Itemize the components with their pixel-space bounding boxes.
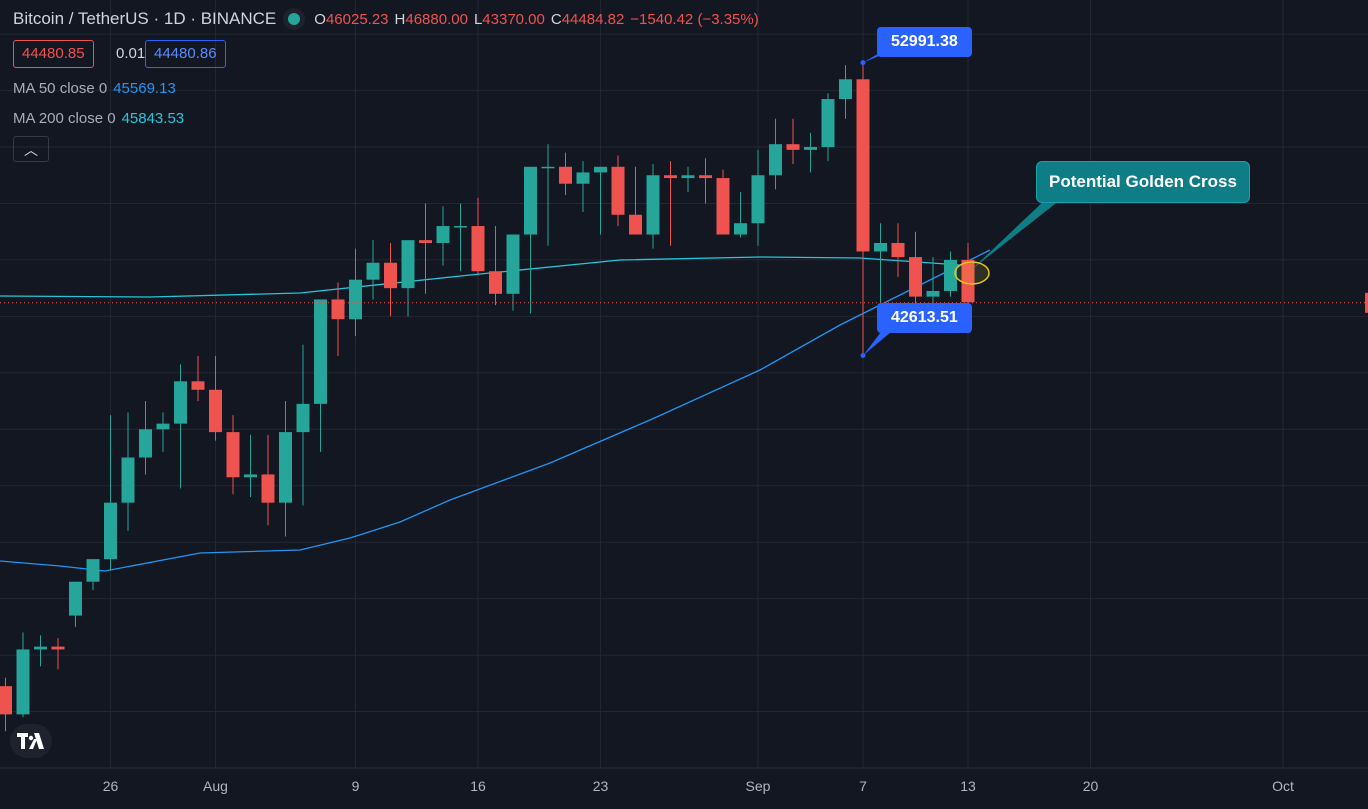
- x-tick-label: Aug: [203, 778, 228, 794]
- candle-body: [69, 581, 82, 616]
- candle-body: [121, 457, 135, 503]
- candle-body: [244, 474, 257, 478]
- high-point-marker: [860, 60, 866, 66]
- candle-body: [366, 262, 380, 280]
- candle-body: [506, 234, 520, 294]
- ohlc-values: O46025.23 H46880.00 L43370.00 C44484.82 −154…: [314, 11, 759, 28]
- ma200-value: 45843.53: [121, 110, 185, 127]
- x-tick-label: 13: [960, 778, 976, 794]
- candle-body: [51, 646, 65, 650]
- candle-body: [874, 242, 887, 252]
- candle-body: [821, 99, 835, 148]
- low-price-callout: 42613.51: [877, 303, 972, 333]
- candle-body: [454, 226, 467, 228]
- candle-body: [856, 79, 870, 252]
- candle-body: [804, 147, 817, 150]
- x-tick-label: 20: [1083, 778, 1099, 794]
- candle-body: [629, 214, 642, 235]
- low-callout-pointer: [863, 332, 891, 356]
- candle-body: [296, 403, 310, 433]
- golden-cross-ellipse: [954, 261, 990, 285]
- candle-body: [786, 144, 800, 150]
- candle-body: [576, 172, 590, 184]
- candle-body: [156, 423, 170, 430]
- candle-body: [331, 299, 345, 320]
- low-point-marker: [860, 353, 866, 359]
- price-change: −1540.42 (−3.35%): [630, 11, 759, 28]
- buy-price-button[interactable]: 44480.86: [145, 40, 226, 68]
- candle-body: [401, 240, 415, 289]
- candle-body: [646, 175, 660, 235]
- candle-body: [384, 262, 397, 289]
- candle-body: [541, 166, 555, 169]
- candle-body: [261, 474, 275, 503]
- candle-body: [961, 259, 975, 303]
- candle-body: [436, 226, 450, 243]
- ma50-legend[interactable]: MA 50 close 0 45569.13: [13, 80, 176, 97]
- symbol-title[interactable]: Bitcoin / TetherUS · 1D · BINANCE: [13, 9, 277, 28]
- candle-body: [839, 79, 852, 100]
- chart-legend: Bitcoin / TetherUS · 1D · BINANCE O46025.…: [13, 9, 765, 29]
- candle-body: [944, 259, 957, 291]
- candle-body: [314, 299, 327, 404]
- high-price-callout: 52991.38: [877, 27, 972, 57]
- x-tick-label: 23: [593, 778, 609, 794]
- candle-body: [471, 226, 485, 272]
- x-tick-label: 16: [470, 778, 486, 794]
- golden-cross-pointer: [971, 200, 1060, 270]
- candle-body: [559, 166, 572, 184]
- chevron-up-icon: ︿: [24, 142, 38, 158]
- x-tick-label: 26: [103, 778, 119, 794]
- candle-body: [34, 646, 47, 650]
- collapse-legend-button[interactable]: ︿: [13, 136, 49, 162]
- candle-body: [909, 257, 922, 297]
- spread-value: 0.01: [116, 45, 146, 62]
- candle-body: [104, 502, 117, 560]
- candle-body: [611, 166, 625, 215]
- candle-body: [664, 175, 677, 179]
- candle-body: [419, 240, 432, 243]
- market-status-icon: [288, 13, 301, 25]
- tv-logo-glyph: [17, 733, 44, 749]
- x-tick-label: Sep: [746, 778, 771, 794]
- candle-body: [489, 271, 502, 294]
- candle-body: [0, 686, 12, 715]
- candle-body: [926, 290, 940, 297]
- candle-body: [751, 175, 765, 224]
- candle-body: [594, 166, 607, 173]
- ma200-line: [0, 256, 961, 298]
- candle-body: [891, 242, 905, 258]
- tradingview-logo-icon[interactable]: [10, 724, 52, 758]
- candle-body: [699, 175, 712, 179]
- candle-body: [226, 432, 240, 478]
- candle-body: [769, 144, 782, 176]
- ma50-value: 45569.13: [113, 80, 176, 97]
- x-tick-label: 7: [859, 778, 867, 794]
- x-tick-label: Oct: [1272, 778, 1294, 794]
- candle-body: [16, 649, 30, 715]
- candle-body: [681, 175, 695, 179]
- candle-body: [209, 389, 222, 433]
- x-tick-label: 9: [352, 778, 360, 794]
- candle-body: [734, 223, 747, 235]
- ma200-legend[interactable]: MA 200 close 0 45843.53: [13, 110, 185, 127]
- candle-body: [524, 166, 537, 235]
- last-price-marker: [1365, 292, 1368, 313]
- sell-price-button[interactable]: 44480.85: [13, 40, 94, 68]
- candle-body: [86, 559, 100, 582]
- candle-body: [139, 429, 152, 458]
- candle-body: [716, 178, 730, 235]
- candle-body: [191, 381, 205, 390]
- candle-body: [174, 381, 187, 424]
- candle-body: [349, 279, 362, 320]
- candle-body: [279, 432, 292, 503]
- golden-cross-note: Potential Golden Cross: [1036, 161, 1250, 203]
